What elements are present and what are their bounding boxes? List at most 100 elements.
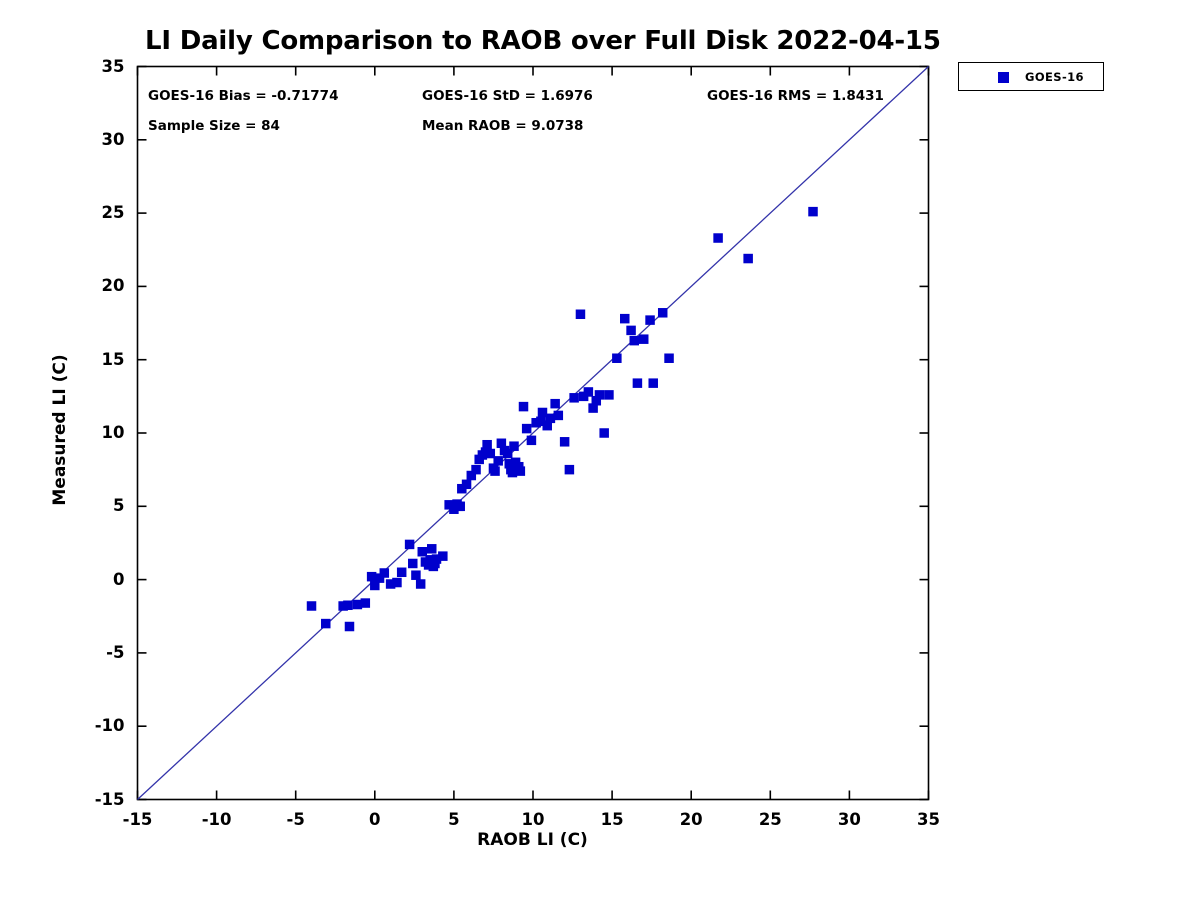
x-tick-label: 30	[837, 809, 861, 829]
chart-title: LI Daily Comparison to RAOB over Full Di…	[145, 26, 941, 56]
stat-mean-raob-annotation: Mean RAOB = 9.0738	[422, 118, 584, 134]
scatter-point	[648, 378, 658, 388]
scatter-point	[366, 571, 377, 582]
scatter-point	[612, 353, 622, 363]
scatter-point	[431, 554, 442, 564]
scatter-point	[455, 501, 465, 512]
stat-sample-size-annotation: Sample Size = 84	[148, 118, 280, 134]
scatter-point	[626, 325, 636, 336]
y-tick-label: 0	[113, 569, 125, 589]
scatter-point	[396, 567, 407, 578]
scatter-point	[808, 206, 818, 217]
scatter-point	[521, 423, 532, 434]
scatter-point	[550, 398, 560, 409]
scatter-point	[471, 464, 481, 475]
scatter-point	[482, 439, 492, 450]
scatter-point	[411, 570, 421, 580]
one-to-one-reference-line	[137, 66, 929, 800]
y-tick-label: -5	[106, 642, 125, 662]
scatter-point	[526, 435, 537, 446]
y-tick-label: 10	[101, 423, 125, 442]
scatter-point	[370, 580, 380, 591]
stat-std-annotation: GOES-16 StD = 1.6976	[422, 88, 593, 104]
scatter-point	[664, 353, 674, 363]
scatter-point	[379, 568, 390, 578]
y-tick-label: 35	[101, 56, 125, 76]
scatter-point	[518, 401, 529, 412]
scatter-point	[536, 416, 546, 427]
scatter-point	[427, 544, 437, 554]
x-tick-label: -10	[201, 809, 232, 829]
y-tick-label: -15	[94, 789, 125, 809]
scatter-point	[485, 448, 496, 459]
scatter-point	[306, 601, 317, 611]
scatter-point	[344, 621, 355, 632]
x-tick-label: 25	[758, 809, 782, 829]
scatter-point	[438, 551, 448, 561]
x-tick-label: 10	[521, 809, 545, 829]
x-tick-label: 35	[917, 809, 940, 829]
scatter-point	[553, 410, 564, 421]
y-tick-label: 30	[101, 129, 125, 149]
scatter-point	[343, 600, 353, 611]
scatter-point	[490, 466, 500, 476]
scatter-point	[321, 618, 331, 629]
x-tick-label: 5	[448, 809, 460, 829]
scatter-point	[638, 334, 649, 344]
x-tick-label: -15	[122, 809, 153, 829]
scatter-point	[594, 390, 605, 400]
x-tick-label: 15	[600, 809, 624, 829]
y-tick-label: 25	[101, 203, 125, 223]
scatter-point	[569, 393, 579, 403]
scatter-point	[509, 441, 519, 451]
scatter-point	[604, 390, 614, 400]
stat-bias-annotation: GOES-16 Bias = -0.71774	[148, 88, 339, 104]
scatter-point	[466, 470, 477, 481]
x-tick-label: 0	[369, 809, 381, 829]
scatter-point	[564, 464, 575, 475]
scatter-point	[360, 598, 371, 608]
scatter-point	[515, 466, 526, 476]
scatter-point	[504, 459, 515, 469]
y-tick-label: -10	[94, 716, 125, 736]
scatter-point	[542, 420, 552, 431]
y-tick-label: 5	[113, 496, 125, 516]
scatter-point	[575, 309, 586, 320]
scatter-point	[588, 403, 598, 413]
scatter-point	[537, 407, 548, 418]
scatter-series-goes-16	[306, 206, 818, 632]
legend-label-goes16: GOES-16	[1025, 70, 1084, 84]
x-axis-label: RAOB LI (C)	[477, 830, 588, 850]
scatter-point	[599, 428, 609, 438]
scatter-point	[591, 395, 602, 406]
scatter-point	[352, 599, 363, 610]
scatter-point	[374, 573, 385, 583]
scatter-point	[392, 577, 402, 588]
scatter-point	[493, 456, 503, 466]
scatter-point	[545, 413, 556, 424]
scatter-point	[496, 438, 507, 449]
scatter-point	[713, 233, 723, 243]
scatter-point	[645, 315, 655, 325]
scatter-point	[417, 546, 428, 557]
legend-swatch-goes16	[998, 72, 1009, 83]
scatter-point	[408, 558, 418, 569]
scatter-point	[502, 448, 513, 459]
scatter-point	[559, 437, 570, 447]
stat-rms-annotation: GOES-16 RMS = 1.8431	[707, 88, 884, 104]
scatter-point	[415, 579, 426, 589]
scatter-point	[629, 335, 639, 346]
y-tick-label: 20	[101, 276, 125, 296]
x-tick-label: 20	[679, 809, 703, 829]
scatter-point	[385, 579, 396, 589]
legend: GOES-16	[958, 62, 1104, 91]
scatter-point	[583, 387, 594, 397]
y-tick-label: 15	[101, 349, 125, 369]
scatter-point	[743, 253, 753, 264]
scatter-point	[620, 313, 630, 324]
scatter-point	[461, 479, 472, 490]
x-tick-label: -5	[286, 809, 305, 829]
scatter-point	[632, 378, 643, 388]
